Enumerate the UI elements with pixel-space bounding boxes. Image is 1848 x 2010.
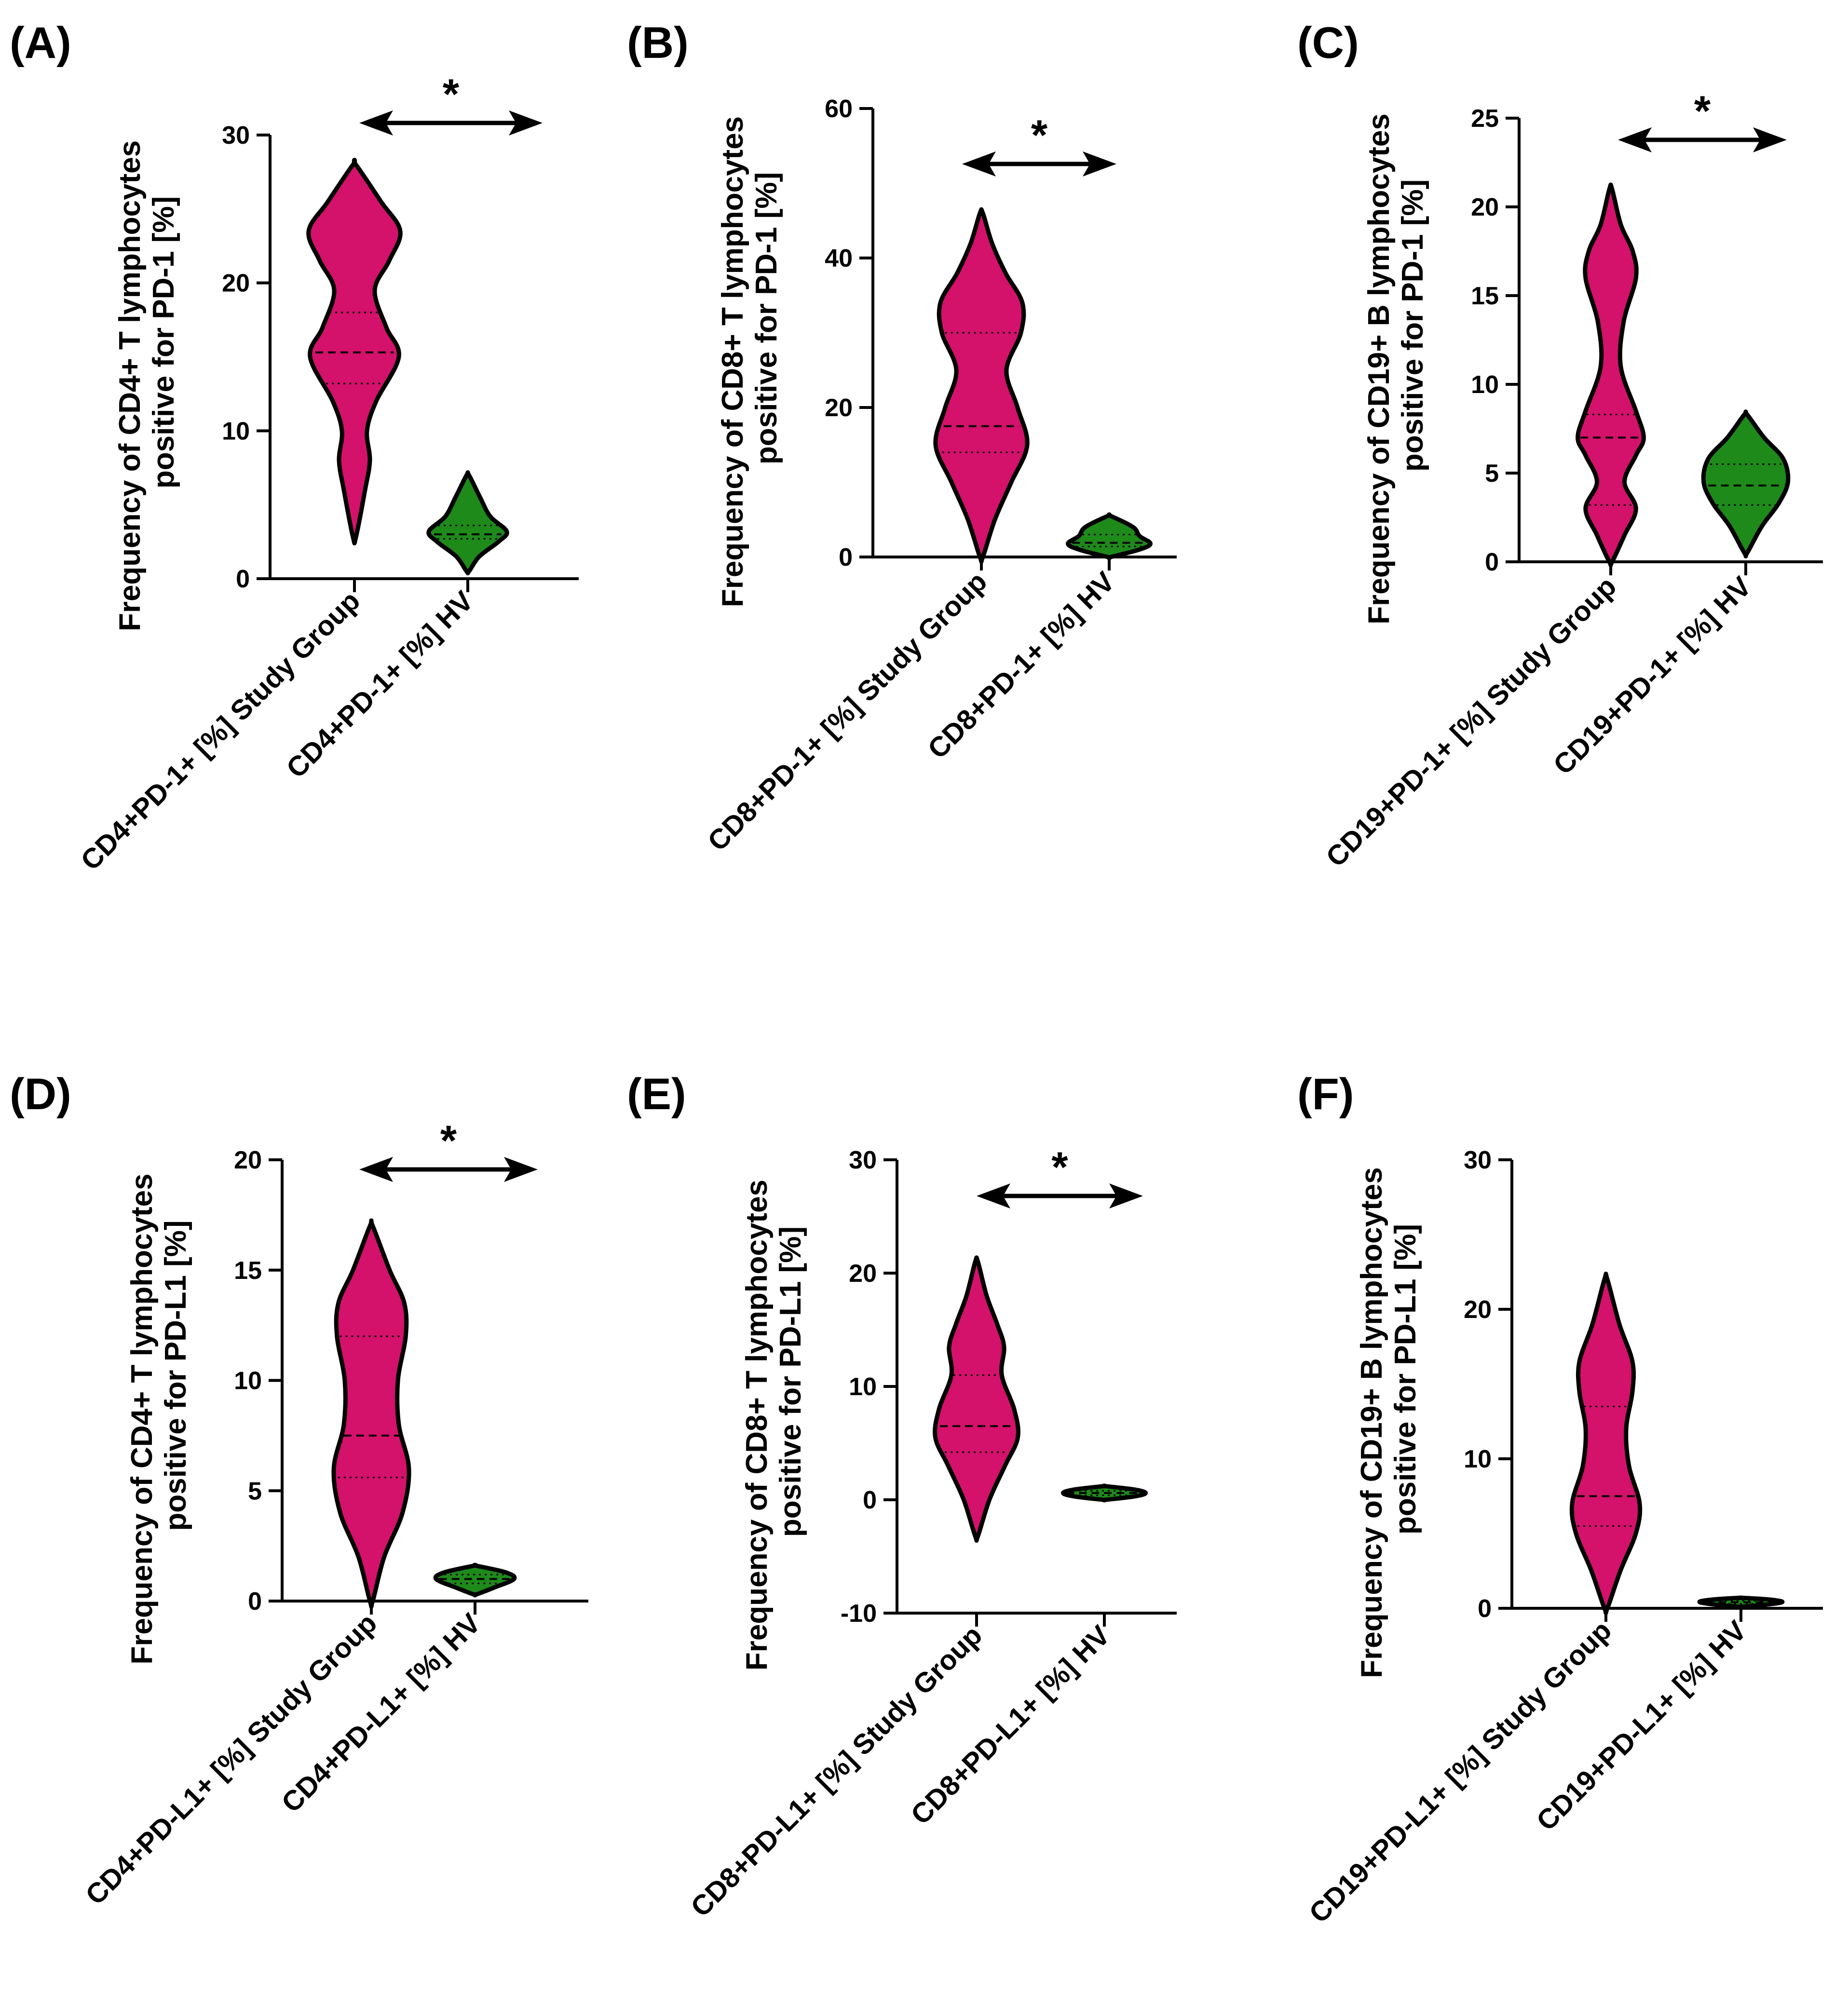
panel-label: (E) bbox=[627, 1070, 686, 1119]
significance-marker: * bbox=[1694, 87, 1711, 135]
y-tick-label: 10 bbox=[1471, 371, 1499, 399]
arrow-head-left bbox=[359, 1157, 393, 1182]
arrow-head-right bbox=[509, 110, 543, 136]
y-axis-title-line2: positive for PD-L1 [%] bbox=[774, 1226, 807, 1537]
panel-label: (F) bbox=[1297, 1070, 1354, 1119]
violin-hv bbox=[1066, 512, 1153, 560]
violin-study-group bbox=[933, 207, 1030, 564]
y-tick-label: 15 bbox=[234, 1257, 262, 1285]
arrow-head-right bbox=[1083, 151, 1116, 177]
y-axis-title-line2: positive for PD-1 [%] bbox=[750, 172, 783, 464]
y-tick-label: 15 bbox=[1471, 282, 1499, 310]
y-tick-label: 0 bbox=[839, 543, 853, 571]
y-axis-title-line1: Frequency of CD19+ B lymphocytes bbox=[1355, 1167, 1388, 1678]
arrow-head-left bbox=[1618, 127, 1652, 152]
violin-study-group bbox=[933, 1255, 1020, 1543]
significance-marker: * bbox=[1051, 1143, 1068, 1191]
y-axis-title-line2: positive for PD-1 [%] bbox=[147, 196, 180, 489]
violin-hv bbox=[1701, 409, 1791, 558]
y-tick-label: 0 bbox=[1485, 548, 1499, 576]
significance-marker: * bbox=[440, 1116, 457, 1164]
y-tick-label: 10 bbox=[234, 1367, 262, 1395]
y-axis-title-line2: positive for PD-L1 [%] bbox=[1389, 1224, 1422, 1535]
y-tick-label: 0 bbox=[1478, 1595, 1492, 1623]
y-tick-label: 0 bbox=[248, 1588, 262, 1616]
y-axis-title-line1: Frequency of CD8+ T lymphocytes bbox=[740, 1180, 774, 1670]
y-tick-label: -10 bbox=[841, 1600, 877, 1628]
panel-label: (A) bbox=[10, 18, 71, 68]
violin-study-group bbox=[331, 1218, 411, 1609]
y-axis-title-line1: Frequency of CD8+ T lymphocytes bbox=[716, 116, 749, 607]
y-tick-label: 20 bbox=[1471, 193, 1499, 221]
y-tick-label: 10 bbox=[1464, 1445, 1492, 1473]
y-tick-label: 10 bbox=[222, 417, 250, 445]
violin-study-group bbox=[1569, 1271, 1643, 1616]
category-label: CD4+PD-1+ [%] HV bbox=[280, 585, 479, 784]
y-axis-title-line1: Frequency of CD4+ T lymphocytes bbox=[125, 1173, 159, 1664]
significance-marker: * bbox=[443, 70, 460, 118]
y-tick-label: 5 bbox=[248, 1477, 262, 1505]
violin-hv bbox=[426, 470, 509, 576]
violin-hv bbox=[1697, 1595, 1785, 1610]
panel-d: (D) Frequency of CD4+ T lymphocytes positi… bbox=[10, 1070, 588, 1911]
y-tick-label: 30 bbox=[1464, 1146, 1492, 1174]
y-tick-label: 30 bbox=[849, 1146, 877, 1174]
y-tick-label: 0 bbox=[236, 565, 250, 593]
y-axis-title-line1: Frequency of CD4+ T lymphocytes bbox=[113, 140, 147, 631]
panel-e: (E) Frequency of CD8+ T lymphocytes positi… bbox=[627, 1070, 1177, 1923]
y-tick-label: 20 bbox=[849, 1260, 877, 1288]
y-tick-label: 5 bbox=[1485, 460, 1499, 488]
panel-label: (B) bbox=[627, 18, 689, 68]
y-axis-title-line2: positive for PD-1 [%] bbox=[1396, 179, 1429, 472]
arrow-head-left bbox=[962, 151, 996, 177]
y-tick-label: 20 bbox=[1464, 1296, 1492, 1324]
category-label: CD4+PD-L1+ [%] HV bbox=[275, 1607, 487, 1819]
panel-label: (C) bbox=[1297, 18, 1359, 68]
arrow-head-left bbox=[977, 1183, 1010, 1209]
y-tick-label: 20 bbox=[825, 394, 853, 422]
category-label: CD8+PD-1+ [%] Study Group bbox=[702, 566, 993, 857]
category-label: CD19+PD-L1+ [%] Study Group bbox=[1303, 1615, 1617, 1929]
panel-a: (A) Frequency of CD4+ T lymphocytes positi… bbox=[10, 18, 579, 876]
y-tick-label: 40 bbox=[825, 244, 853, 272]
panel-f: (F) Frequency of CD19+ B lymphocytes posit… bbox=[1297, 1070, 1823, 1929]
y-axis-title-line2: positive for PD-L1 [%] bbox=[159, 1220, 192, 1531]
arrow-head-left bbox=[359, 110, 393, 136]
panel-b: (B) Frequency of CD8+ T lymphocytes positi… bbox=[627, 18, 1177, 857]
y-tick-label: 20 bbox=[222, 270, 250, 298]
y-axis-title-line1: Frequency of CD19+ B lymphocytes bbox=[1362, 113, 1396, 624]
y-tick-label: 60 bbox=[825, 95, 853, 123]
arrow-head-right bbox=[1753, 127, 1787, 152]
panel-label: (D) bbox=[10, 1070, 71, 1119]
y-tick-label: 30 bbox=[222, 122, 250, 149]
panel-c: (C) Frequency of CD19+ B lymphocytes posit… bbox=[1297, 18, 1823, 873]
y-tick-label: 20 bbox=[234, 1146, 262, 1174]
arrow-head-right bbox=[1109, 1183, 1143, 1209]
arrow-head-right bbox=[504, 1157, 538, 1182]
violin-hv bbox=[433, 1562, 517, 1598]
significance-marker: * bbox=[1031, 111, 1048, 159]
y-tick-label: 25 bbox=[1471, 105, 1499, 133]
y-tick-label: 10 bbox=[849, 1373, 877, 1401]
y-tick-label: 0 bbox=[863, 1486, 877, 1514]
violin-study-group bbox=[1576, 182, 1646, 568]
